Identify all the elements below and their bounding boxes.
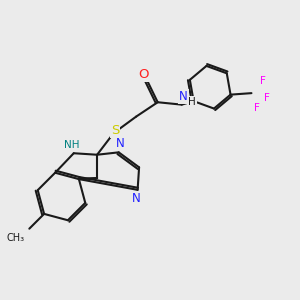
Text: S: S	[111, 124, 119, 137]
Text: F: F	[260, 76, 266, 85]
Text: N: N	[132, 192, 140, 205]
Text: O: O	[138, 68, 149, 80]
Text: F: F	[254, 103, 260, 112]
Text: CH₃: CH₃	[7, 233, 25, 243]
Text: H: H	[188, 97, 196, 106]
Text: N: N	[179, 90, 188, 103]
Text: N: N	[116, 137, 124, 150]
Text: NH: NH	[64, 140, 80, 150]
Text: F: F	[264, 93, 270, 103]
